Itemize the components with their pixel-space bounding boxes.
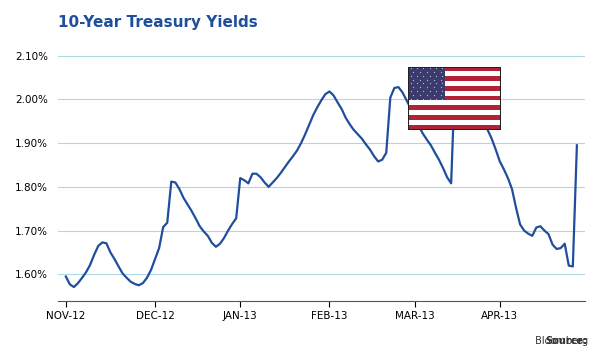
Bar [408, 120, 501, 125]
Bar [408, 66, 445, 100]
Text: Source:: Source: [545, 336, 587, 346]
Bar [408, 115, 501, 120]
Bar [408, 76, 501, 81]
Bar [408, 100, 501, 105]
Bar [408, 110, 501, 115]
Bar [408, 91, 501, 96]
Bar [408, 105, 501, 110]
Text: Bloomberg: Bloomberg [532, 336, 588, 346]
Bar [408, 66, 501, 71]
Bar [408, 81, 501, 86]
Bar [408, 96, 501, 100]
Bar [408, 71, 501, 76]
Bar [408, 86, 501, 91]
Bar [408, 125, 501, 130]
Text: 10-Year Treasury Yields: 10-Year Treasury Yields [58, 15, 257, 30]
